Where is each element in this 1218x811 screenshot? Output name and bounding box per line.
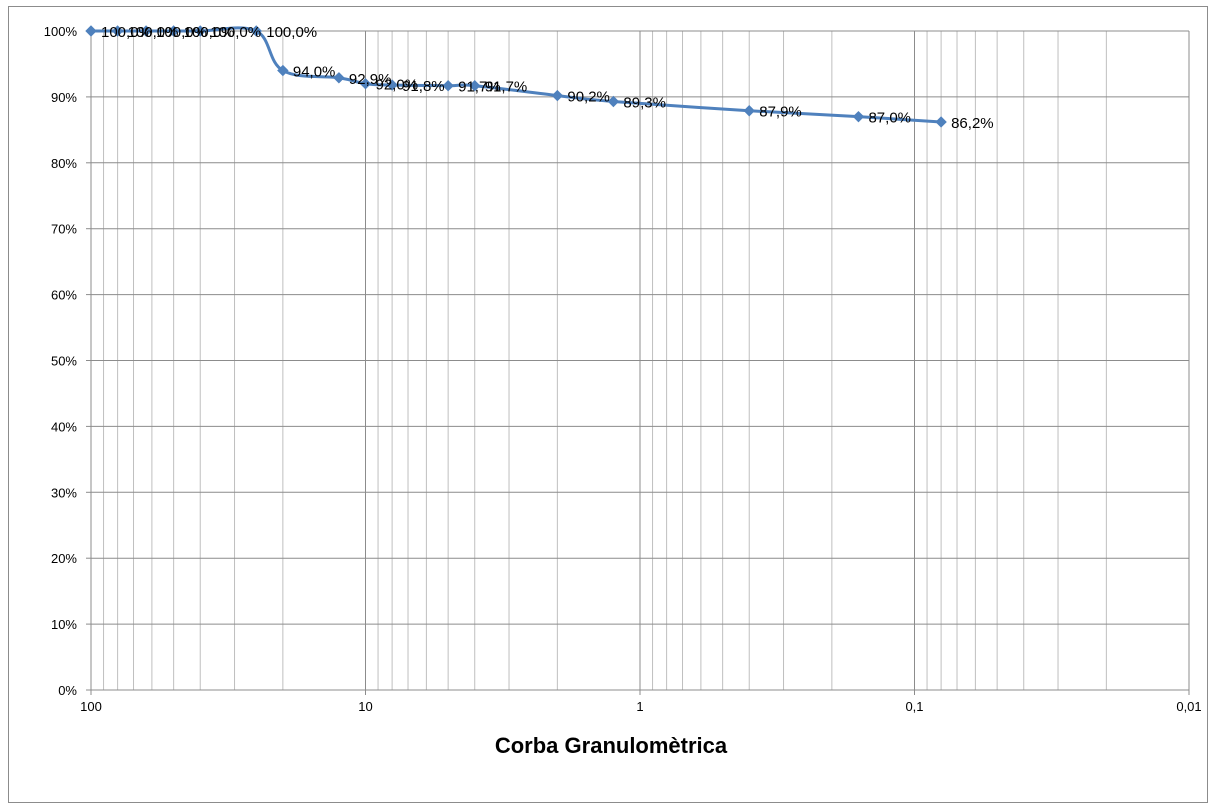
- data-point-marker: [386, 79, 398, 91]
- data-point-marker: [607, 95, 620, 108]
- data-point-marker: [250, 25, 262, 37]
- data-point-marker: [111, 25, 124, 37]
- y-tick-label: 70%: [51, 222, 77, 237]
- x-tick-label: 0,1: [905, 699, 923, 714]
- data-point-marker: [551, 89, 564, 102]
- y-tick-label: 0%: [58, 683, 77, 698]
- data-label: 87,0%: [868, 110, 911, 127]
- chart-area: 100 10 1 0,1 0,01 0% 10% 20% 30% 40% 50% 60% 70% 80%…: [8, 6, 1208, 803]
- data-point-marker: [935, 116, 947, 128]
- y-tick-label: 30%: [51, 485, 77, 500]
- x-tick-label: 1: [636, 699, 643, 714]
- data-label: 100,0%: [101, 24, 152, 41]
- y-axis-ticks: 0% 10% 20% 30% 40% 50% 60% 70% 80% 90% 100%: [44, 24, 91, 698]
- data-point-marker: [140, 25, 152, 37]
- data-label: 100,0%: [266, 24, 317, 41]
- grid: [90, 30, 1190, 691]
- data-label: 89,3%: [623, 95, 666, 112]
- data-point-marker: [167, 25, 180, 37]
- data-label: 100,0%: [184, 24, 235, 41]
- x-axis-ticks: 100 10 1 0,1 0,01: [80, 690, 1202, 714]
- y-tick-label: 50%: [51, 354, 77, 369]
- data-label: 100,0%: [128, 24, 179, 41]
- data-label: 86,2%: [951, 115, 994, 132]
- data-point-marker: [359, 78, 372, 90]
- data-label: 90,2%: [567, 89, 610, 106]
- data-label: 91,7%: [485, 79, 528, 96]
- series-line: [90, 26, 942, 124]
- data-label: 100,0%: [156, 24, 207, 41]
- chart-canvas: 100 10 1 0,1 0,01 0% 10% 20% 30% 40% 50% 60% 70% 80%…: [44, 24, 1202, 758]
- y-tick-label: 100%: [44, 24, 78, 39]
- data-labels: 100,0%100,0%100,0%100,0%100,0% 100,0%94,0…: [101, 24, 994, 132]
- data-point-marker: [852, 110, 865, 123]
- data-point-marker: [333, 72, 345, 84]
- data-point-marker: [85, 25, 97, 37]
- y-tick-label: 20%: [51, 551, 77, 566]
- data-label: 87,9%: [759, 104, 802, 121]
- x-tick-label: 10: [358, 699, 372, 714]
- data-label: 91,7%: [458, 79, 501, 96]
- y-tick-label: 40%: [51, 419, 77, 434]
- y-tick-label: 10%: [51, 617, 77, 632]
- data-label: 92,0%: [376, 77, 419, 94]
- data-label: 100,0%: [210, 24, 261, 41]
- data-point-marker: [442, 79, 454, 92]
- x-tick-label: 0,01: [1176, 699, 1201, 714]
- y-tick-label: 80%: [51, 156, 77, 171]
- data-point-marker: [194, 25, 206, 37]
- data-label: 94,0%: [293, 64, 336, 81]
- data-point-marker: [469, 79, 481, 92]
- y-tick-label: 60%: [51, 288, 77, 303]
- data-label: 91,8%: [402, 78, 445, 95]
- data-point-marker: [743, 105, 755, 117]
- data-point-marker: [277, 64, 289, 77]
- data-points: [85, 25, 947, 128]
- chart-title: Corba Granulomètrica: [495, 733, 728, 758]
- x-tick-label: 100: [80, 699, 102, 714]
- y-tick-label: 90%: [51, 90, 77, 105]
- data-label: 92,9%: [349, 71, 392, 88]
- series-path: [90, 26, 942, 124]
